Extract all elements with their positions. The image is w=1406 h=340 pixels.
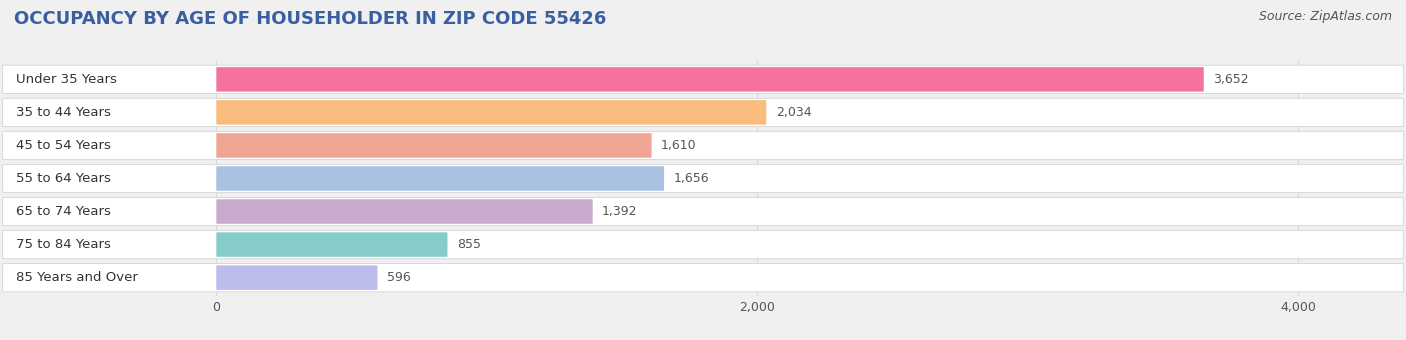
FancyBboxPatch shape	[217, 232, 447, 257]
Text: 1,656: 1,656	[673, 172, 709, 185]
Text: 55 to 64 Years: 55 to 64 Years	[17, 172, 111, 185]
Text: 1,610: 1,610	[661, 139, 697, 152]
Text: 45 to 54 Years: 45 to 54 Years	[17, 139, 111, 152]
Text: Under 35 Years: Under 35 Years	[17, 73, 117, 86]
FancyBboxPatch shape	[217, 133, 651, 158]
FancyBboxPatch shape	[217, 266, 377, 290]
FancyBboxPatch shape	[3, 131, 1403, 160]
Text: OCCUPANCY BY AGE OF HOUSEHOLDER IN ZIP CODE 55426: OCCUPANCY BY AGE OF HOUSEHOLDER IN ZIP C…	[14, 10, 606, 28]
FancyBboxPatch shape	[3, 264, 1403, 292]
Text: 75 to 84 Years: 75 to 84 Years	[17, 238, 111, 251]
Text: 596: 596	[387, 271, 411, 284]
FancyBboxPatch shape	[217, 166, 664, 191]
FancyBboxPatch shape	[217, 67, 1204, 91]
FancyBboxPatch shape	[3, 197, 1403, 226]
Text: Source: ZipAtlas.com: Source: ZipAtlas.com	[1258, 10, 1392, 23]
Text: 65 to 74 Years: 65 to 74 Years	[17, 205, 111, 218]
Text: 3,652: 3,652	[1213, 73, 1249, 86]
FancyBboxPatch shape	[3, 231, 1403, 259]
FancyBboxPatch shape	[3, 98, 1403, 126]
FancyBboxPatch shape	[217, 199, 593, 224]
Text: 35 to 44 Years: 35 to 44 Years	[17, 106, 111, 119]
Text: 85 Years and Over: 85 Years and Over	[17, 271, 138, 284]
Text: 2,034: 2,034	[776, 106, 811, 119]
Text: 855: 855	[457, 238, 481, 251]
FancyBboxPatch shape	[217, 100, 766, 125]
FancyBboxPatch shape	[3, 164, 1403, 193]
FancyBboxPatch shape	[3, 65, 1403, 94]
Text: 1,392: 1,392	[602, 205, 638, 218]
